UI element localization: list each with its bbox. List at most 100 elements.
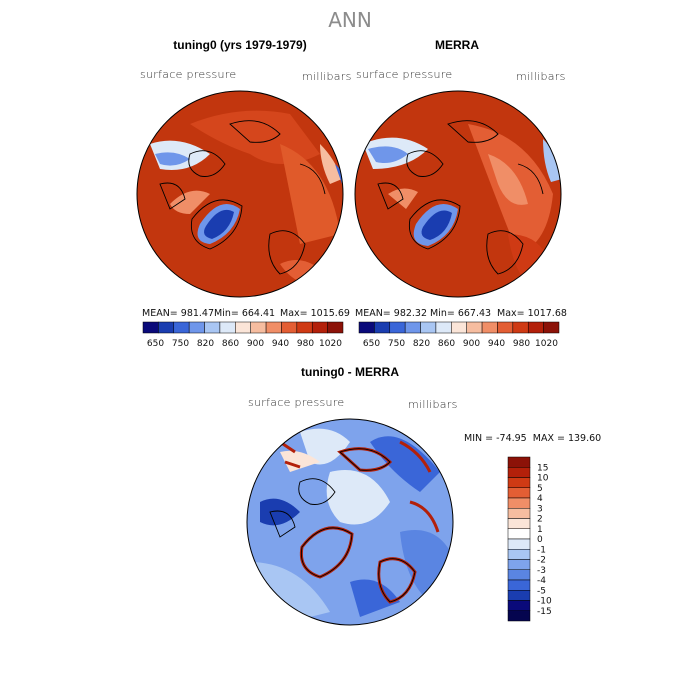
colorbar-cell: [250, 321, 267, 334]
map-field-band: [170, 190, 210, 214]
min-stat-obs: Min= 667.43: [430, 308, 492, 319]
colorbar-tick-label: 820: [413, 339, 430, 349]
map-field-band: [370, 436, 440, 492]
variable-label-diff: surface pressure: [248, 396, 345, 409]
colorbar-tick-label: 3: [537, 504, 543, 514]
colorbar-labels: 650 750 820 860 900 940 980 1020: [363, 339, 558, 349]
colorbar-model: 650 750 820 860 900 940 980 1020: [142, 321, 344, 349]
colorbar-cell: [435, 321, 452, 334]
coastlines: [269, 448, 416, 603]
colorbar-cell: [327, 321, 344, 334]
map-field-band: [400, 530, 453, 602]
colorbar-cell: [219, 321, 236, 334]
map-field-band: [368, 146, 408, 163]
colorbar-tick-label: 860: [438, 339, 455, 349]
map-field-band: [155, 152, 190, 166]
colorbar-cell: [466, 321, 483, 334]
map-field-band: [280, 144, 340, 244]
colorbar-cell: [507, 600, 531, 611]
colorbar-cell: [281, 321, 298, 334]
colorbar-cell: [142, 321, 159, 334]
colorbar-tick-label: 940: [488, 339, 505, 349]
colorbar-cell: [374, 321, 391, 334]
variable-label-obs: surface pressure: [356, 68, 453, 81]
map-diff: [246, 418, 454, 626]
colorbar-cell: [420, 321, 437, 334]
max-stat-obs: Max= 1017.68: [497, 308, 567, 319]
colorbar-tick-label: 1020: [319, 339, 342, 349]
map-field-band: [260, 498, 300, 526]
colorbar-cell: [235, 321, 251, 334]
minmax-stat-diff: MIN = -74.95 MAX = 139.60: [464, 433, 602, 444]
colorbar-cell: [507, 579, 531, 591]
map-field-band: [543, 139, 561, 182]
map-model: [136, 90, 344, 298]
colorbar-tick-label: 650: [147, 339, 164, 349]
units-label-diff: millibars: [408, 398, 458, 411]
colorbar-cell: [158, 321, 175, 334]
colorbar-tick-label: 5: [537, 484, 543, 494]
colorbar-tick-label: 820: [197, 339, 214, 349]
colorbar-tick-label: -15: [537, 607, 552, 617]
colorbar-labels: 650 750 820 860 900 940 980 1020: [147, 339, 342, 349]
colorbar-tick-label: -1: [537, 545, 546, 555]
mean-stat-model: MEAN= 981.47: [142, 308, 215, 319]
colorbar-cell: [296, 321, 313, 334]
colorbar-tick-label: 10: [537, 474, 549, 484]
colorbar-tick-label: 980: [513, 339, 530, 349]
map-border: [354, 90, 562, 298]
map-greenland-core: [204, 209, 234, 239]
map-field-band: [300, 428, 350, 465]
map-border: [246, 418, 454, 626]
colorbar-tick-label: -4: [537, 576, 546, 586]
map-obs: [354, 90, 562, 298]
colorbar-tick-label: 0: [537, 535, 543, 545]
colorbar-tick-label: -10: [537, 597, 552, 607]
mean-stat-obs: MEAN= 982.32: [355, 308, 428, 319]
max-stat-model: Max= 1015.69: [280, 308, 350, 319]
colorbar-cell: [507, 559, 531, 570]
panel-title-model: tuning0 (yrs 1979-1979): [173, 38, 307, 52]
panel-title-diff: tuning0 - MERRA: [301, 365, 399, 379]
colorbar-tick-label: 1020: [535, 339, 558, 349]
colorbar-cell: [527, 321, 544, 334]
colorbar-cell: [543, 321, 560, 334]
colorbar-cell: [507, 538, 531, 550]
colorbar-cell: [507, 590, 531, 601]
colorbar-cell: [507, 497, 531, 509]
colorbar-cell: [507, 549, 531, 560]
colorbar-cell: [451, 321, 467, 334]
colorbar-cells: [358, 321, 560, 334]
colorbar-tick-label: -3: [537, 566, 546, 576]
colorbar-cell: [507, 518, 531, 529]
map-border: [136, 90, 344, 298]
map-greenland-core: [421, 210, 452, 240]
map-field-band: [280, 450, 320, 472]
colorbar-cells: [507, 456, 531, 622]
colorbar-tick-label: -2: [537, 556, 546, 566]
colorbar-cell: [507, 610, 531, 622]
colorbar-tick-label: 1: [537, 525, 543, 535]
colorbar-tick-label: 650: [363, 339, 380, 349]
colorbar-cell: [265, 321, 282, 334]
colorbar-tick-label: 940: [272, 339, 289, 349]
colorbar-cell: [507, 477, 531, 488]
colorbar-cell: [481, 321, 498, 334]
colorbar-cell: [311, 321, 328, 334]
colorbar-tick-label: 900: [247, 339, 264, 349]
colorbar-cell: [507, 467, 531, 478]
map-field-band: [320, 144, 342, 184]
colorbar-tick-label: 900: [463, 339, 480, 349]
colorbar-cell: [173, 321, 190, 334]
colorbar-cell: [497, 321, 514, 334]
colorbar-tick-label: 750: [172, 339, 189, 349]
map-field-band: [326, 470, 390, 525]
colorbar-cell: [507, 569, 531, 581]
colorbar-cell: [204, 321, 221, 334]
colorbar-tick-label: 980: [297, 339, 314, 349]
colorbar-cell: [507, 456, 531, 468]
colorbar-cell: [188, 321, 205, 334]
figure-title: ANN: [328, 8, 372, 32]
